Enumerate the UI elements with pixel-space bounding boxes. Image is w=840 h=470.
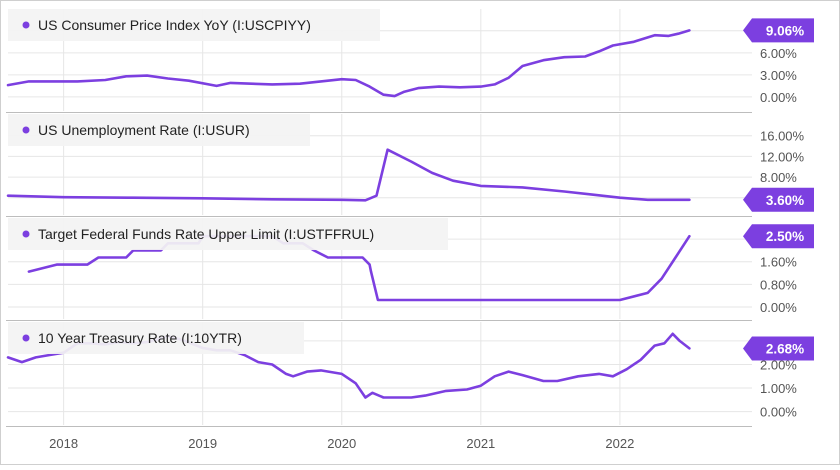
legend-dot-icon xyxy=(22,21,30,29)
y-tick-label: 16.00% xyxy=(760,129,805,144)
series-label-background xyxy=(8,322,304,354)
x-tick-label: 2018 xyxy=(49,436,78,451)
legend-dot-icon xyxy=(22,230,30,238)
y-tick-label: 2.00% xyxy=(760,357,797,372)
chart-panel: US Unemployment Rate (I:USUR) 16.00% 12.00… xyxy=(6,114,814,217)
chart-panel: 10 Year Treasury Rate (I:10YTR)3.00%2.00… xyxy=(6,322,814,427)
chart-panel: US Consumer Price Index YoY (I:USCPIYY) 9… xyxy=(6,9,814,113)
series-label-background xyxy=(8,218,448,250)
series-line xyxy=(6,148,691,202)
y-tick-label: 0.00% xyxy=(760,405,797,420)
y-tick-label: 0.00% xyxy=(760,300,797,315)
series-title: US Unemployment Rate (I:USUR) xyxy=(38,122,250,138)
latest-value-label: 2.68% xyxy=(766,341,804,356)
latest-value-badge xyxy=(743,336,814,361)
y-tick-label: 0.00% xyxy=(760,90,797,105)
latest-value-label: 9.06% xyxy=(766,23,804,38)
y-tick-label: 0.80% xyxy=(760,277,797,292)
chart-panel: Target Federal Funds Rate Upper Limit (I… xyxy=(6,218,814,321)
latest-value-badge xyxy=(743,18,814,43)
x-tick-label: 2022 xyxy=(605,436,634,451)
y-tick-label: 1.60% xyxy=(760,255,797,270)
y-tick-label: 1.00% xyxy=(760,381,797,396)
series-label-background xyxy=(8,114,310,146)
y-tick-label: 12.00% xyxy=(760,149,805,164)
x-tick-label: 2019 xyxy=(188,436,217,451)
series-label-background xyxy=(8,9,380,41)
y-tick-label: 6.00% xyxy=(760,46,797,61)
legend-dot-icon xyxy=(22,126,30,134)
x-tick-label: 2020 xyxy=(327,436,356,451)
series-line xyxy=(6,29,691,98)
latest-value-label: 2.50% xyxy=(766,229,804,244)
latest-value-badge xyxy=(743,187,814,212)
latest-value-badge xyxy=(743,224,814,249)
series-title: Target Federal Funds Rate Upper Limit (I… xyxy=(38,226,374,242)
legend-dot-icon xyxy=(22,334,30,342)
x-tick-label: 2021 xyxy=(466,436,495,451)
latest-value-label: 3.60% xyxy=(766,193,804,208)
series-title: 10 Year Treasury Rate (I:10YTR) xyxy=(38,330,242,346)
series-title: US Consumer Price Index YoY (I:USCPIYY) xyxy=(38,17,311,33)
y-tick-label: 3.00% xyxy=(760,68,797,83)
y-tick-label: 8.00% xyxy=(760,170,797,185)
